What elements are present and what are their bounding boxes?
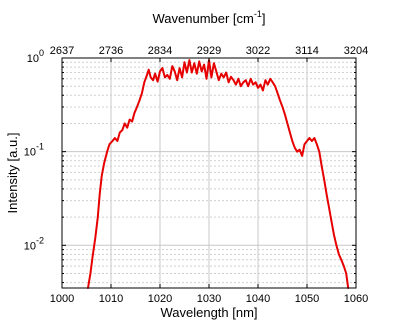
x-tick-label: 1060 [344,293,368,305]
x-tick-label: 1050 [295,293,319,305]
y-axis-label: Intensity [a.u.] [5,133,20,214]
top-tick-label: 2834 [148,45,172,57]
y-tick-label-exp: 0 [39,48,44,58]
top-axis-label-sup: -1 [254,9,262,19]
x-tick-label: 1030 [197,293,221,305]
top-tick-label: 3114 [295,45,319,57]
y-tick-label-base: 10 [24,147,36,159]
y-tick-label: 100 [27,48,44,65]
x-tick-label: 1010 [99,293,123,305]
top-tick-label: 2637 [50,45,74,57]
x-axis-label: Wavelength [nm] [160,305,257,320]
x-tick-label: 1020 [148,293,172,305]
y-tick-label: 10-2 [24,235,44,252]
x-tick-label: 1040 [246,293,270,305]
x-tick-label: 1000 [50,293,74,305]
y-tick-label-base: 10 [24,240,36,252]
top-tick-label: 3204 [344,45,368,57]
y-tick-label-base: 10 [27,53,39,65]
grid [62,58,356,288]
top-tick-label: 2736 [99,45,123,57]
top-axis-label-main: Wavenumber [cm [152,11,253,26]
top-axis-label-end: ] [262,11,266,26]
top-tick-label: 3022 [246,45,270,57]
top-tick-label: 2929 [197,45,221,57]
spectrum-line [87,59,350,289]
series-layer [87,59,350,289]
axis-ticks [61,57,357,288]
y-tick-label-exp: -2 [36,235,44,245]
y-tick-label-exp: -1 [36,142,44,152]
top-axis-label: Wavenumber [cm-1] [152,9,265,26]
y-tick-label: 10-1 [24,142,44,159]
